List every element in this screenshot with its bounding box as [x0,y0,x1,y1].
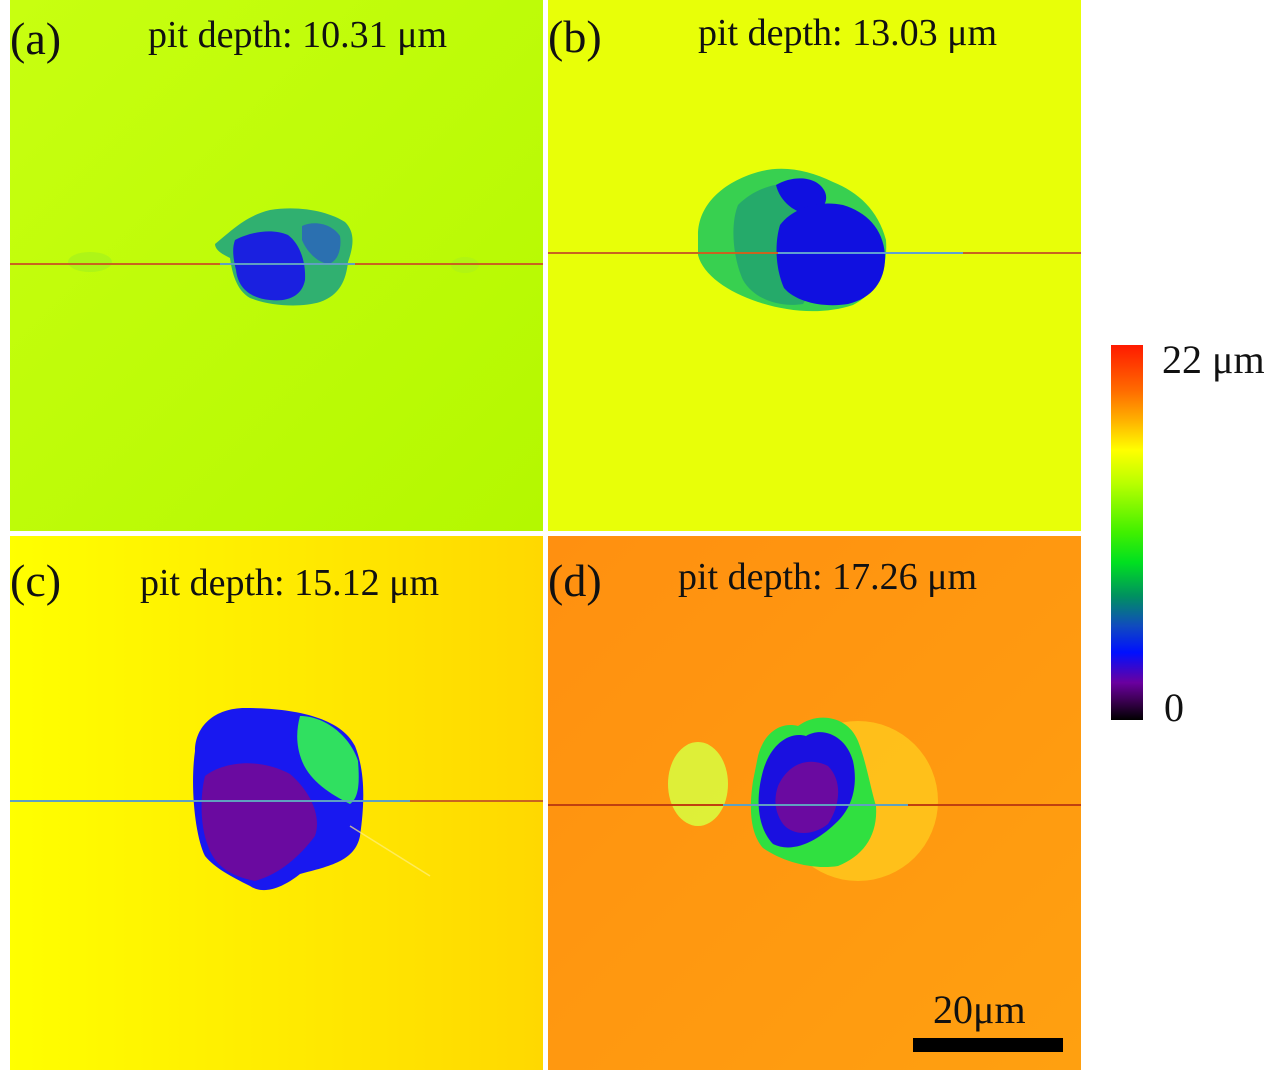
pit-depth-caption: pit depth: 10.31 μm [148,14,448,56]
panel-b: (b) pit depth: 13.03 μm [548,0,1081,531]
depth-map-a [10,0,543,531]
panel-a: (a) pit depth: 10.31 μm [10,0,543,531]
scale-bar [913,1038,1063,1052]
colorbar-min-label: 0 [1164,685,1184,730]
panel-c: (c) pit depth: 15.12 μm [10,536,543,1070]
panel-d: (d) pit depth: 17.26 μm [548,536,1081,1070]
colorbar-max-label: 22 μm [1162,337,1265,382]
pit-depth-caption: pit depth: 15.12 μm [140,562,440,604]
panel-label: (c) [10,555,62,606]
scale-bar-label: 20μm [933,987,1026,1032]
pit-depth-caption: pit depth: 13.03 μm [698,12,998,54]
panel-label: (d) [548,555,602,606]
panel-label: (b) [548,11,602,62]
depth-colorbar [1111,345,1143,720]
depth-map-c [10,536,543,1070]
depth-map-d [548,536,1081,1070]
panel-label: (a) [10,13,62,64]
depth-map-b [548,0,1081,531]
pit-depth-caption: pit depth: 17.26 μm [678,556,978,598]
